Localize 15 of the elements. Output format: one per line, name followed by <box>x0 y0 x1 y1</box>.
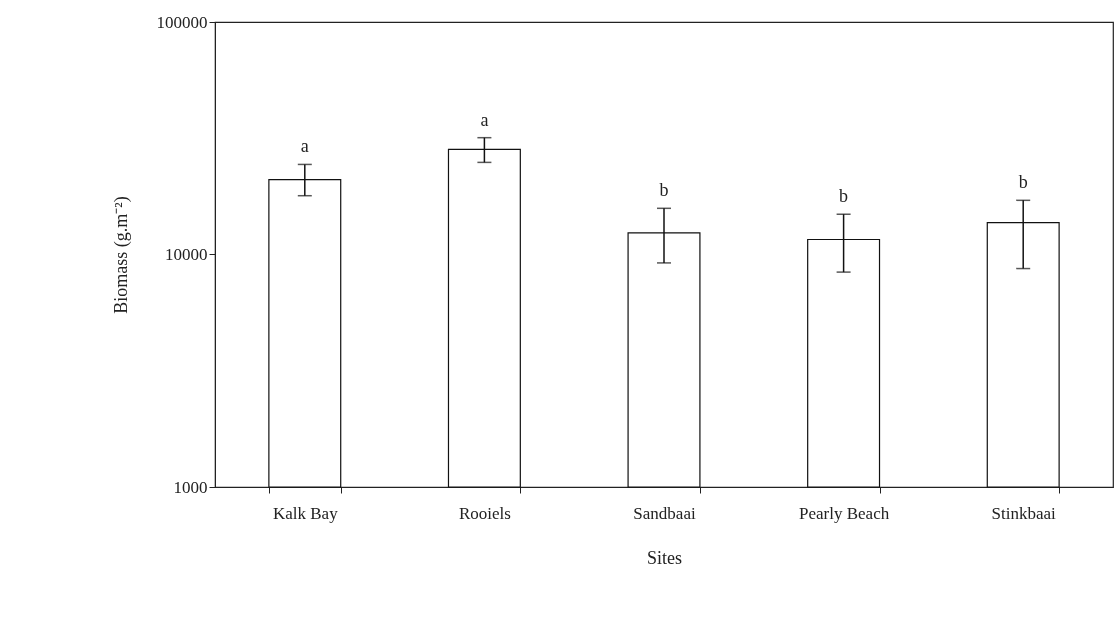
annotation: b <box>659 180 669 201</box>
x-tick-label: Kalk Bay <box>272 503 339 523</box>
y-tick-label: 10000 <box>165 245 208 264</box>
annotation: a <box>300 136 309 157</box>
x-axis-title: Sites <box>646 547 683 568</box>
annotation: b <box>839 186 849 207</box>
x-tick-label: Stinkbaai <box>991 503 1057 523</box>
y-axis-title: Biomass (g.m⁻²) <box>110 196 132 314</box>
x-tick-label: Rooiels <box>458 503 511 523</box>
annotation: a <box>480 109 489 130</box>
x-tick-label: Pearly Beach <box>799 503 890 523</box>
x-tick-label: Sandbaai <box>633 503 696 523</box>
y-tick-label: 1000 <box>173 477 208 497</box>
annotation: b <box>1018 172 1028 193</box>
y-tick-label: 100000 <box>156 12 208 32</box>
